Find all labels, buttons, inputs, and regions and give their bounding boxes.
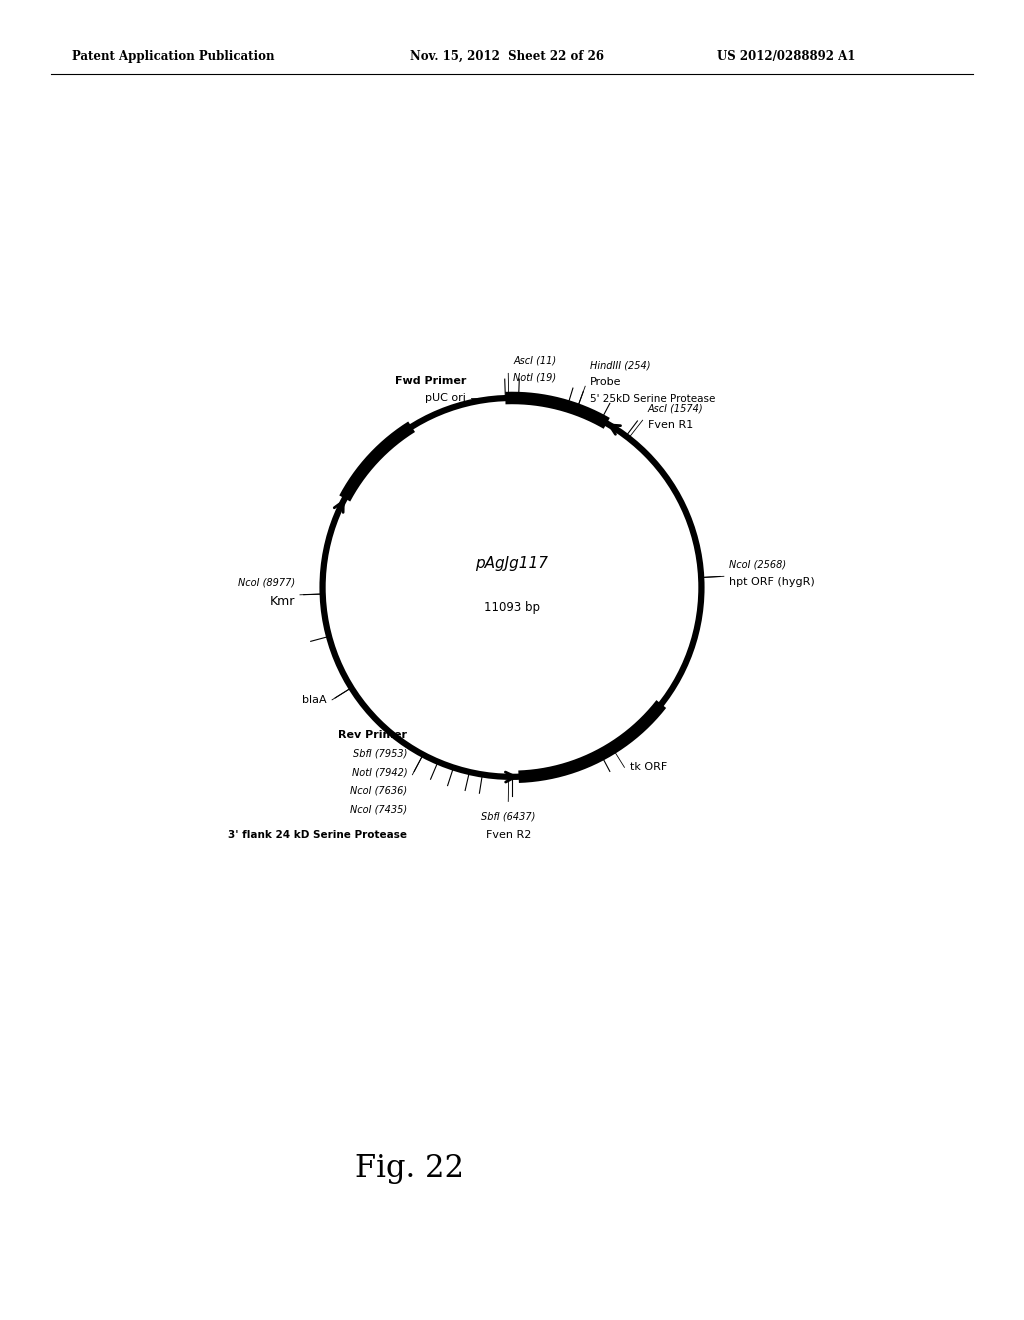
- Text: NotI (7942): NotI (7942): [351, 767, 408, 777]
- Text: Fven R2: Fven R2: [485, 830, 531, 841]
- Text: Fven R1: Fven R1: [648, 421, 693, 430]
- Text: Fig. 22: Fig. 22: [355, 1152, 464, 1184]
- Text: Fwd Primer: Fwd Primer: [394, 376, 466, 385]
- Text: NcoI (7636): NcoI (7636): [350, 785, 408, 796]
- Text: Patent Application Publication: Patent Application Publication: [72, 50, 274, 63]
- Text: Kmr: Kmr: [269, 595, 295, 609]
- Text: Rev Primer: Rev Primer: [338, 730, 408, 741]
- Text: AscI (1574): AscI (1574): [648, 404, 703, 413]
- Text: HindIII (254): HindIII (254): [590, 360, 651, 370]
- Text: SbfI (7953): SbfI (7953): [353, 748, 408, 759]
- Text: pUC ori: pUC ori: [425, 393, 466, 403]
- Text: tk ORF: tk ORF: [630, 763, 667, 772]
- Text: Nov. 15, 2012  Sheet 22 of 26: Nov. 15, 2012 Sheet 22 of 26: [410, 50, 603, 63]
- Text: pAgJg117: pAgJg117: [475, 556, 549, 572]
- Text: AscI (11): AscI (11): [513, 355, 556, 366]
- Text: 3' flank 24 kD Serine Protease: 3' flank 24 kD Serine Protease: [228, 830, 408, 840]
- Text: hpt ORF (hygR): hpt ORF (hygR): [729, 577, 815, 586]
- Text: Probe: Probe: [590, 378, 622, 387]
- Text: NcoI (2568): NcoI (2568): [729, 560, 786, 569]
- Text: 11093 bp: 11093 bp: [484, 601, 540, 614]
- Text: blaA: blaA: [302, 694, 327, 705]
- Text: 5' 25kD Serine Protease: 5' 25kD Serine Protease: [590, 395, 716, 404]
- Text: US 2012/0288892 A1: US 2012/0288892 A1: [717, 50, 855, 63]
- Text: NcoI (7435): NcoI (7435): [350, 804, 408, 814]
- Text: SbfI (6437): SbfI (6437): [481, 812, 536, 822]
- Text: NcoI (8977): NcoI (8977): [238, 578, 295, 587]
- Text: NotI (19): NotI (19): [513, 372, 556, 383]
